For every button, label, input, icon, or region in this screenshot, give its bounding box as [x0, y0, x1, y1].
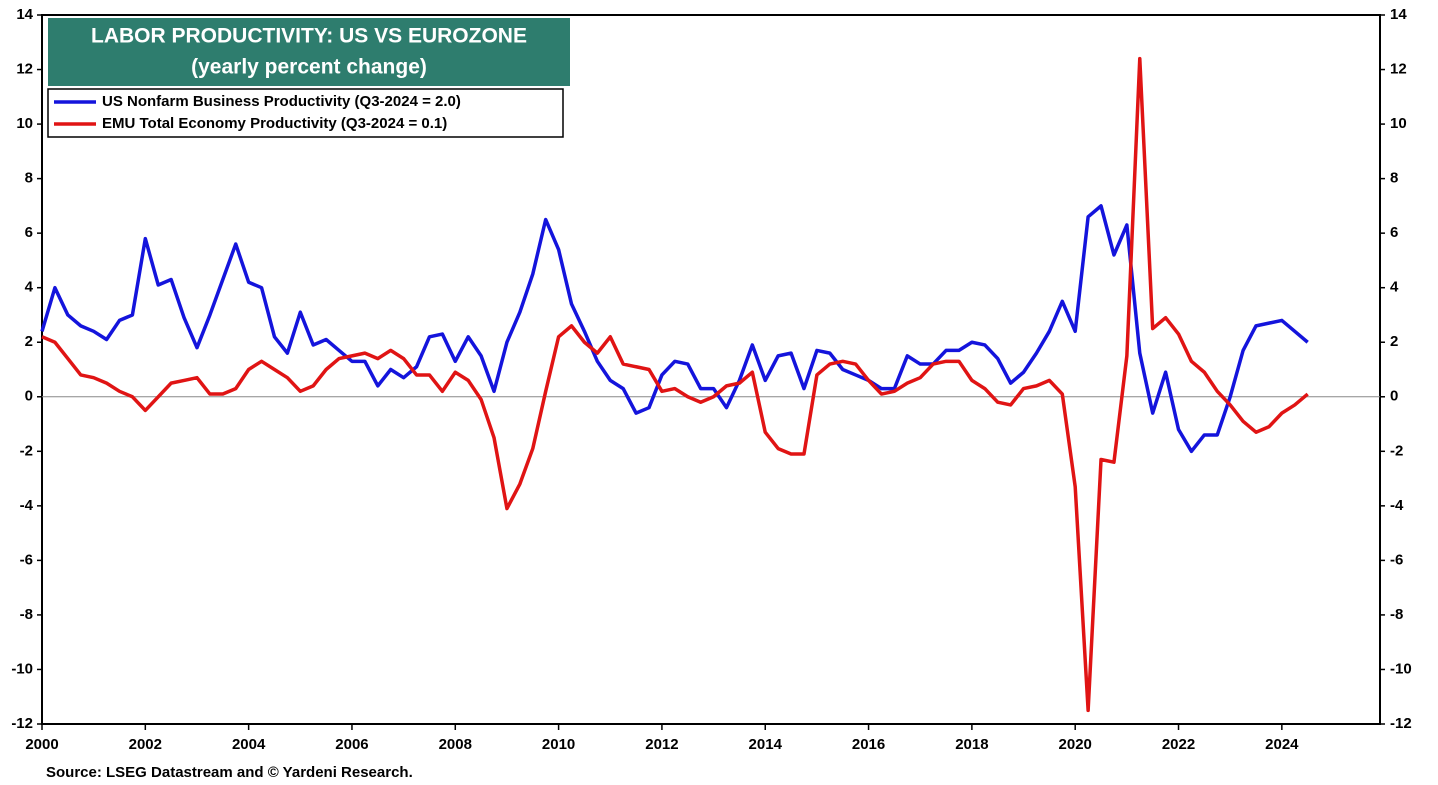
y-tick-label: 0 [25, 388, 33, 405]
y2-tick-label: -10 [1390, 660, 1412, 677]
y2-tick-label: -2 [1390, 442, 1403, 459]
x-tick-label: 2024 [1265, 736, 1299, 753]
y-tick-label: -4 [20, 497, 34, 514]
y2-tick-label: 2 [1390, 333, 1398, 350]
y2-tick-label: 8 [1390, 170, 1398, 187]
y-tick-label: -8 [20, 606, 33, 623]
x-tick-label: 2000 [25, 736, 58, 753]
source-note: Source: LSEG Datastream and © Yardeni Re… [46, 764, 413, 781]
y2-tick-label: 0 [1390, 388, 1398, 405]
chart-subtitle: (yearly percent change) [191, 56, 427, 79]
chart-title: LABOR PRODUCTIVITY: US VS EUROZONE [91, 25, 527, 48]
y2-tick-label: 14 [1390, 6, 1407, 23]
x-tick-label: 2016 [852, 736, 885, 753]
legend-label: US Nonfarm Business Productivity (Q3-202… [102, 93, 461, 110]
legend-box [47, 88, 564, 138]
y2-tick-label: -8 [1390, 606, 1403, 623]
y-tick-label: 14 [16, 6, 33, 23]
y2-tick-label: -12 [1390, 715, 1412, 732]
x-tick-label: 2022 [1162, 736, 1195, 753]
y-tick-label: -12 [11, 715, 33, 732]
y2-tick-label: -4 [1390, 497, 1404, 514]
x-tick-label: 2010 [542, 736, 575, 753]
y2-tick-label: 10 [1390, 115, 1407, 132]
y2-tick-label: -6 [1390, 551, 1403, 568]
y-tick-label: 4 [25, 279, 34, 296]
legend-label: EMU Total Economy Productivity (Q3-2024 … [102, 115, 447, 132]
y-tick-label: 10 [16, 115, 33, 132]
y-tick-label: 8 [25, 170, 33, 187]
plot-frame [41, 14, 1381, 725]
title-box [48, 18, 570, 86]
y-tick-label: -6 [20, 551, 33, 568]
y-tick-label: 2 [25, 333, 33, 350]
y2-tick-label: 6 [1390, 224, 1398, 241]
x-tick-label: 2004 [232, 736, 266, 753]
x-tick-label: 2006 [335, 736, 368, 753]
y-tick-label: 12 [16, 61, 33, 78]
y-tick-label: -2 [20, 442, 33, 459]
x-tick-label: 2008 [439, 736, 472, 753]
y2-tick-label: 4 [1390, 279, 1399, 296]
y-tick-label: 6 [25, 224, 33, 241]
x-tick-label: 2018 [955, 736, 988, 753]
x-tick-label: 2002 [129, 736, 162, 753]
x-tick-label: 2014 [749, 736, 783, 753]
series-line [40, 204, 1309, 454]
series-line [41, 56, 1309, 713]
x-tick-label: 2020 [1059, 736, 1092, 753]
x-tick-label: 2012 [645, 736, 678, 753]
y2-tick-label: 12 [1390, 61, 1407, 78]
y-tick-label: -10 [11, 660, 33, 677]
